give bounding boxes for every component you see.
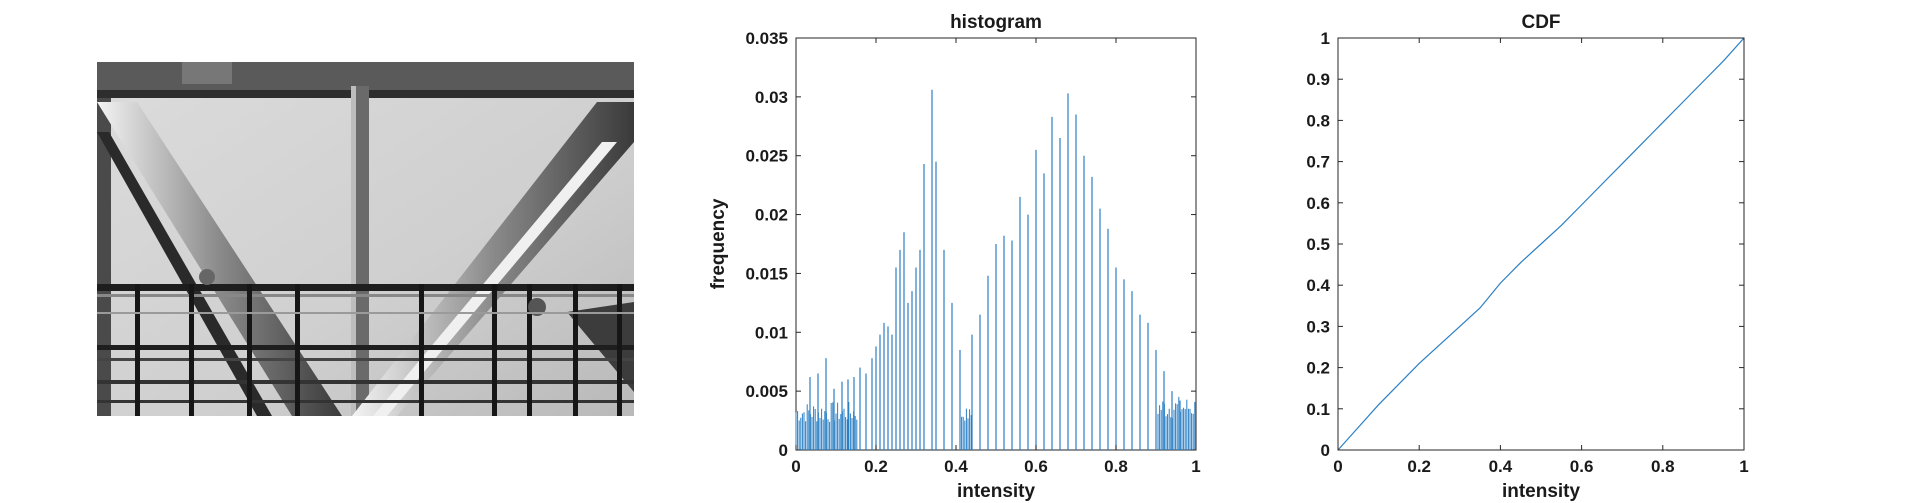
x-tick-label: 0.2 bbox=[1407, 457, 1431, 476]
y-tick-label: 0.1 bbox=[1306, 400, 1330, 419]
x-tick-label: 0.6 bbox=[1570, 457, 1594, 476]
x-tick-label: 0.4 bbox=[944, 457, 968, 476]
x-tick-label: 0.4 bbox=[1489, 457, 1513, 476]
y-tick-label: 0.6 bbox=[1306, 194, 1330, 213]
histogram-y-label: frequency bbox=[708, 198, 729, 289]
y-tick-label: 0.3 bbox=[1306, 317, 1330, 336]
y-tick-label: 0.015 bbox=[745, 264, 788, 283]
x-tick-label: 0 bbox=[1333, 457, 1342, 476]
histogram-bars bbox=[795, 89, 1196, 450]
y-tick-label: 0.7 bbox=[1306, 153, 1330, 172]
x-tick-label: 0.6 bbox=[1024, 457, 1048, 476]
x-tick-label: 0 bbox=[791, 457, 800, 476]
histogram-title: histogram bbox=[950, 12, 1042, 33]
y-tick-label: 0.005 bbox=[745, 382, 788, 401]
y-tick-label: 0.025 bbox=[745, 147, 788, 166]
cdf-ticks: 0 0.2 0.4 0.6 0.8 1 0 0.1 0.2 0.3 0.4 0.5 0.6 0.7 0.8 0… bbox=[1306, 29, 1748, 476]
y-tick-label: 0.4 bbox=[1306, 276, 1330, 295]
x-tick-label: 0.2 bbox=[864, 457, 888, 476]
y-tick-label: 0.035 bbox=[745, 29, 788, 48]
photo-railing-mid bbox=[97, 345, 634, 350]
y-tick-label: 0.01 bbox=[755, 323, 788, 342]
photo-diagonal-beam-left bbox=[97, 102, 342, 416]
y-tick-label: 0.02 bbox=[755, 206, 788, 225]
histogram-x-label: intensity bbox=[957, 481, 1036, 502]
y-tick-label: 0.9 bbox=[1306, 70, 1330, 89]
photo-railing-top bbox=[97, 284, 634, 291]
y-tick-label: 0.5 bbox=[1306, 235, 1330, 254]
x-tick-label: 1 bbox=[1739, 457, 1748, 476]
x-tick-label: 0.8 bbox=[1651, 457, 1675, 476]
cdf-title: CDF bbox=[1521, 12, 1560, 33]
y-tick-label: 0.03 bbox=[755, 88, 788, 107]
histogram-ticks: 0 0.2 0.4 0.6 0.8 1 0 0.005 0.01 0.015 0.02 0.025 0.… bbox=[745, 29, 1200, 476]
cdf-x-label: intensity bbox=[1502, 481, 1581, 502]
y-tick-label: 1 bbox=[1321, 29, 1330, 48]
cdf-series-line bbox=[1337, 37, 1745, 451]
y-tick-label: 0.2 bbox=[1306, 359, 1330, 378]
y-tick-label: 0 bbox=[1321, 441, 1330, 460]
x-tick-label: 0.8 bbox=[1104, 457, 1128, 476]
y-tick-label: 0.8 bbox=[1306, 111, 1330, 130]
y-tick-label: 0 bbox=[779, 441, 788, 460]
grayscale-photo bbox=[97, 62, 634, 416]
x-tick-label: 1 bbox=[1191, 457, 1200, 476]
